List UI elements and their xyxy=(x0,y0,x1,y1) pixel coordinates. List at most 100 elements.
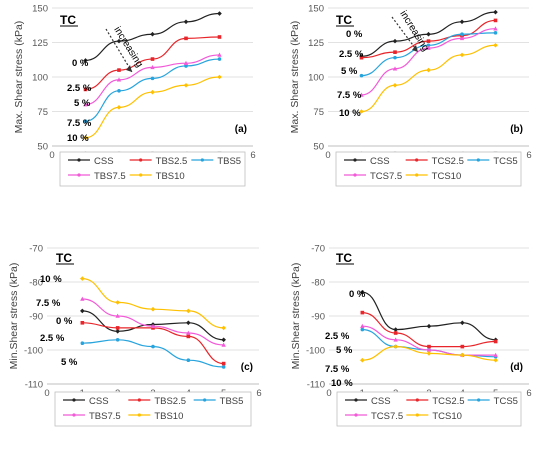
data-point xyxy=(493,42,498,48)
legend-box xyxy=(54,391,252,427)
data-point xyxy=(186,330,191,335)
legend-box xyxy=(59,151,246,187)
data-point xyxy=(426,45,431,50)
series-line-css xyxy=(85,12,220,62)
series-line-tcs7-5 xyxy=(361,28,496,96)
legend-marker xyxy=(415,398,419,402)
data-point xyxy=(115,329,120,334)
data-point xyxy=(393,337,398,342)
data-point xyxy=(393,327,398,332)
data-point xyxy=(217,11,222,16)
legend-entry: TBS2.5 xyxy=(154,396,186,407)
data-point xyxy=(460,32,464,37)
data-point xyxy=(150,89,155,95)
series-percent-label: 2.5 % xyxy=(40,333,65,344)
legend-entry: TCS2.5 xyxy=(432,396,464,407)
legend-marker xyxy=(415,158,419,162)
y-tick-label: 75 xyxy=(313,107,324,118)
legend-marker xyxy=(72,413,76,417)
series-percent-label: 7.5 % xyxy=(67,118,92,129)
increasing-arrow xyxy=(105,28,133,73)
legend-box xyxy=(335,151,522,187)
data-point xyxy=(459,52,465,58)
data-point xyxy=(393,344,398,349)
data-point xyxy=(459,35,465,41)
legend-marker xyxy=(353,158,357,162)
legend-entry: CSS xyxy=(89,396,109,407)
legend-entry: TBS10 xyxy=(154,411,183,422)
legend-entry: CSS xyxy=(94,156,114,167)
chart-panel-3: -110-100-90-80-700123456Number of cycles… xyxy=(8,244,262,427)
legend-entry: TCS10 xyxy=(432,411,462,422)
data-point xyxy=(83,87,88,92)
series-percent-label: 2.5 % xyxy=(325,331,350,342)
y-tick-label: 100 xyxy=(32,73,48,84)
data-point xyxy=(393,331,398,335)
y-tick-label: 125 xyxy=(32,38,48,49)
legend-entry: TCS7.5 xyxy=(371,411,403,422)
y-tick-label: -70 xyxy=(29,244,43,255)
series-percent-label: 7.5 % xyxy=(325,364,350,375)
data-point xyxy=(116,38,122,44)
series-percent-label: 10 % xyxy=(40,274,62,285)
data-point xyxy=(493,31,498,35)
x-tick-label: 0 xyxy=(325,150,330,161)
data-point xyxy=(115,313,120,318)
data-point xyxy=(393,55,397,60)
data-point xyxy=(392,66,398,71)
data-point xyxy=(426,351,432,356)
data-point xyxy=(150,57,155,61)
legend-marker xyxy=(72,398,76,402)
data-point xyxy=(217,35,222,39)
legend-entry: CSS xyxy=(370,156,390,167)
y-tick-label: -100 xyxy=(24,346,43,357)
data-point xyxy=(186,358,191,363)
data-point xyxy=(117,68,121,72)
y-tick-label: -110 xyxy=(25,380,43,391)
legend-entry: TBS7.5 xyxy=(94,171,126,182)
legend-entry: TCS7.5 xyxy=(370,171,402,182)
legend-entry: TBS5 xyxy=(217,156,241,167)
legend-entry: TCS5 xyxy=(494,396,518,407)
data-point xyxy=(217,74,222,80)
data-point xyxy=(221,337,226,343)
data-point xyxy=(151,344,155,349)
legend-marker xyxy=(476,158,480,162)
panel-label: (c) xyxy=(241,362,253,373)
series-percent-label: 5 % xyxy=(336,345,353,356)
y-tick-label: 125 xyxy=(308,38,324,49)
legend-marker xyxy=(139,158,143,162)
chart-panel-4: -110-100-90-80-700123456Number of cycles… xyxy=(290,244,532,427)
y-tick-label: -70 xyxy=(311,244,325,255)
increasing-arrow xyxy=(391,16,419,53)
y-axis-title: Min.Shear stress (kPa) xyxy=(290,263,302,370)
series-percent-label: 7.5 % xyxy=(337,90,362,101)
y-tick-label: -90 xyxy=(29,312,43,323)
data-point xyxy=(221,361,226,366)
x-tick-label: 6 xyxy=(526,388,531,399)
data-point xyxy=(80,308,85,314)
y-tick-label: 75 xyxy=(37,107,48,118)
series-line-tbs10 xyxy=(85,76,220,139)
y-tick-label: -80 xyxy=(29,278,43,289)
x-tick-label: 6 xyxy=(256,388,261,399)
data-point xyxy=(493,357,498,363)
series-percent-label: 7.5 % xyxy=(36,298,61,309)
data-point xyxy=(493,26,498,31)
panel-label: (a) xyxy=(235,124,247,135)
y-tick-label: 100 xyxy=(308,73,324,84)
series-line-tbs10 xyxy=(82,278,224,329)
series-percent-label: 5 % xyxy=(341,66,358,77)
data-point xyxy=(426,39,431,43)
series-percent-label: 5 % xyxy=(74,98,91,109)
panel-label: (b) xyxy=(510,124,523,135)
data-point xyxy=(221,342,226,347)
data-point xyxy=(460,344,465,349)
data-point xyxy=(117,89,121,93)
legend-marker xyxy=(77,173,81,177)
legend-marker xyxy=(139,173,143,177)
series-percent-label: 0 % xyxy=(346,29,363,40)
series-line-tcs10 xyxy=(361,44,496,113)
y-tick-label: 50 xyxy=(313,142,324,153)
